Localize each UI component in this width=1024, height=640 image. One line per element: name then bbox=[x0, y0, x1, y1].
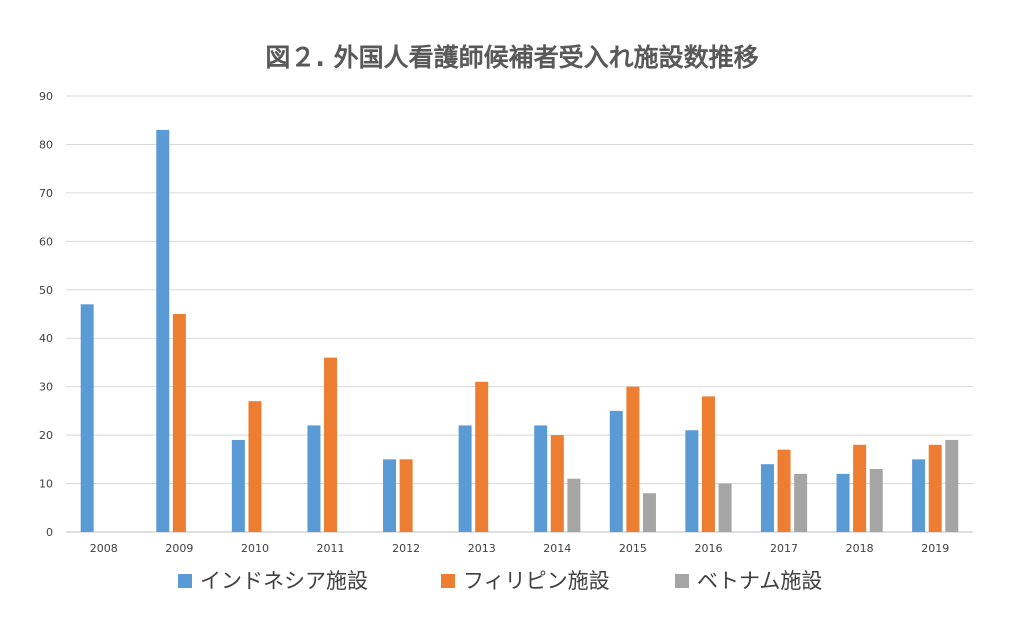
legend: インドネシア施設 フィリピン施設 ベトナム施設 bbox=[178, 569, 822, 593]
bar-2014-series-2 bbox=[550, 435, 564, 532]
x-tick-label: 2010 bbox=[241, 542, 269, 555]
bar-2011-series-1 bbox=[307, 425, 321, 532]
bar-2012-series-1 bbox=[383, 459, 397, 532]
x-tick-label: 2015 bbox=[619, 542, 647, 555]
bar-2016-series-1 bbox=[685, 430, 699, 532]
bars bbox=[80, 129, 959, 532]
y-tick-label: 10 bbox=[39, 478, 53, 491]
x-tick-label: 2009 bbox=[165, 542, 193, 555]
bar-2012-series-2 bbox=[399, 459, 413, 532]
x-tick-label: 2017 bbox=[770, 542, 798, 555]
x-tick-label: 2014 bbox=[543, 542, 571, 555]
legend-label: インドネシア施設 bbox=[200, 569, 368, 593]
x-axis-ticks: 2008 2009 2010 2011 2012 2013 2014 2015 2016 2017… bbox=[90, 542, 949, 555]
x-tick-label: 2011 bbox=[317, 542, 345, 555]
gridlines bbox=[66, 95, 973, 533]
bar-2016-series-2 bbox=[701, 396, 715, 532]
bar-2019-series-3 bbox=[945, 439, 959, 532]
x-tick-label: 2019 bbox=[921, 542, 949, 555]
legend-swatch bbox=[441, 574, 455, 588]
y-tick-label: 80 bbox=[39, 138, 53, 151]
bar-2019-series-1 bbox=[912, 459, 926, 532]
y-tick-label: 70 bbox=[39, 187, 53, 200]
bar-2018-series-3 bbox=[869, 469, 883, 532]
bar-2017-series-2 bbox=[777, 449, 791, 532]
x-tick-label: 2008 bbox=[90, 542, 118, 555]
x-tick-label: 2013 bbox=[468, 542, 496, 555]
bar-2017-series-3 bbox=[794, 473, 808, 532]
legend-label: ベトナム施設 bbox=[697, 569, 822, 593]
bar-2015-series-2 bbox=[626, 386, 640, 532]
bar-2011-series-2 bbox=[324, 357, 338, 532]
x-tick-label: 2018 bbox=[846, 542, 874, 555]
bar-2018-series-1 bbox=[836, 473, 850, 532]
bar-2015-series-1 bbox=[609, 410, 623, 532]
legend-label: フィリピン施設 bbox=[463, 569, 610, 593]
y-tick-label: 60 bbox=[39, 235, 53, 248]
y-tick-label: 90 bbox=[39, 90, 53, 103]
bar-2010-series-2 bbox=[248, 401, 262, 532]
bar-2009-series-1 bbox=[156, 129, 170, 532]
y-tick-label: 20 bbox=[39, 429, 53, 442]
legend-swatch bbox=[675, 574, 689, 588]
y-tick-label: 30 bbox=[39, 381, 53, 394]
y-tick-label: 40 bbox=[39, 332, 53, 345]
y-axis-ticks: 0 10 20 30 40 50 60 70 80 90 bbox=[39, 90, 53, 539]
bar-2017-series-1 bbox=[760, 464, 774, 532]
bar-2014-series-1 bbox=[534, 425, 548, 532]
bar-2013-series-2 bbox=[475, 381, 489, 532]
bar-2019-series-2 bbox=[928, 444, 942, 532]
x-tick-label: 2016 bbox=[694, 542, 722, 555]
bar-2016-series-3 bbox=[718, 483, 732, 532]
bar-2015-series-3 bbox=[642, 493, 656, 532]
y-tick-label: 50 bbox=[39, 284, 53, 297]
bar-2018-series-2 bbox=[853, 444, 867, 532]
legend-swatch bbox=[178, 574, 192, 588]
bar-2008-series-1 bbox=[80, 304, 94, 532]
bar-2009-series-2 bbox=[172, 314, 186, 532]
x-tick-label: 2012 bbox=[392, 542, 420, 555]
bar-2010-series-1 bbox=[231, 439, 245, 532]
y-tick-label: 0 bbox=[46, 526, 53, 539]
bar-2014-series-3 bbox=[567, 478, 581, 532]
chart-title: 図２. 外国人看護師候補者受入れ施設数推移 bbox=[265, 43, 758, 72]
bar-2013-series-1 bbox=[458, 425, 472, 532]
